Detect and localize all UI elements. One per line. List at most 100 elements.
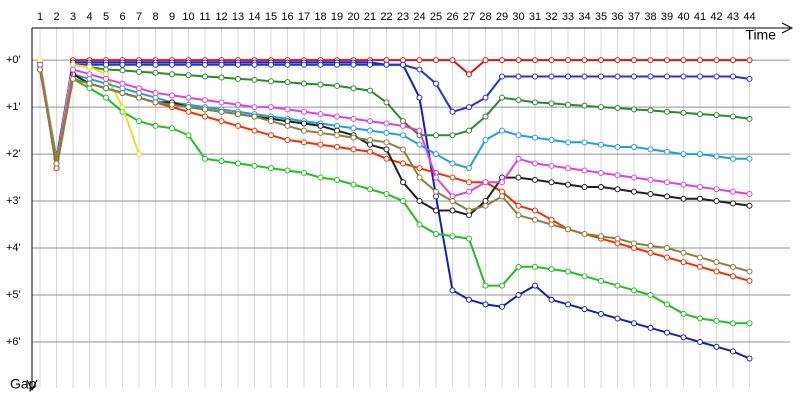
data-point <box>746 355 753 362</box>
data-point <box>565 226 571 233</box>
data-point <box>400 198 406 205</box>
data-point <box>70 75 76 82</box>
data-point <box>119 67 126 74</box>
data-point <box>680 181 687 188</box>
data-point <box>119 80 126 87</box>
data-point <box>647 191 654 198</box>
data-point <box>647 73 654 80</box>
y-tick-label: +5' <box>6 289 21 301</box>
data-point <box>466 104 472 111</box>
data-point <box>416 94 423 101</box>
data-point <box>367 186 373 193</box>
x-tick-label: 4 <box>86 11 92 23</box>
data-point <box>284 79 291 86</box>
data-point <box>697 195 703 202</box>
x-tick-label: 42 <box>710 11 722 23</box>
x-tick-label: 15 <box>265 11 277 23</box>
data-point <box>482 202 489 209</box>
data-point <box>400 122 406 129</box>
data-point <box>367 127 373 134</box>
x-tick-label: 14 <box>248 11 260 23</box>
x-tick-label: 41 <box>694 11 706 23</box>
data-point <box>119 89 126 96</box>
data-point <box>466 235 472 242</box>
data-point <box>449 108 456 115</box>
data-point <box>235 101 241 108</box>
data-point <box>317 61 324 68</box>
x-tick-label: 20 <box>347 11 359 23</box>
data-point <box>532 282 538 289</box>
data-point <box>598 183 604 190</box>
data-point <box>664 245 670 252</box>
data-point <box>565 181 571 188</box>
data-point <box>548 221 555 228</box>
data-point <box>598 141 604 148</box>
x-tick-label: 11 <box>199 11 210 23</box>
data-point <box>532 216 538 223</box>
data-point <box>581 167 588 174</box>
data-point <box>499 179 505 186</box>
data-point <box>581 273 588 280</box>
data-point <box>251 113 258 120</box>
data-point <box>746 75 753 82</box>
data-point <box>53 160 60 167</box>
data-point <box>565 301 571 308</box>
data-point <box>268 104 274 111</box>
data-point <box>680 249 687 256</box>
data-point <box>515 212 522 219</box>
data-point <box>152 69 159 76</box>
data-point <box>284 167 291 174</box>
data-point <box>400 61 406 68</box>
data-point <box>466 179 472 186</box>
x-tick-label: 28 <box>479 11 491 23</box>
data-point <box>383 129 390 136</box>
x-tick-label: 27 <box>463 11 475 23</box>
data-point <box>202 97 208 104</box>
data-point <box>449 207 456 214</box>
data-point <box>581 57 588 64</box>
data-point <box>416 165 423 172</box>
data-point <box>350 134 357 141</box>
data-point <box>499 73 505 80</box>
data-point <box>136 85 142 92</box>
data-point <box>697 339 703 346</box>
data-point <box>499 127 505 134</box>
data-point <box>664 57 670 64</box>
x-tick-label: 6 <box>119 11 125 23</box>
data-point <box>449 174 456 181</box>
data-point <box>202 106 208 113</box>
data-point <box>449 132 456 139</box>
data-point <box>185 61 192 68</box>
data-point <box>218 61 225 68</box>
data-point <box>614 282 621 289</box>
data-point <box>664 254 670 261</box>
data-point <box>301 127 307 134</box>
data-point <box>598 104 604 111</box>
data-point <box>86 80 93 87</box>
data-point <box>284 136 291 143</box>
data-point <box>680 259 687 266</box>
data-point <box>383 146 390 153</box>
y-axis-label: Gap <box>10 376 37 392</box>
data-point <box>532 99 538 106</box>
x-tick-label: 18 <box>314 11 326 23</box>
data-point <box>581 102 588 109</box>
data-point <box>746 155 753 162</box>
data-point <box>532 57 538 64</box>
data-point <box>730 57 736 64</box>
data-point <box>730 155 736 162</box>
data-point <box>647 176 654 183</box>
data-point <box>647 242 654 249</box>
x-tick-label: 7 <box>136 11 142 23</box>
data-point <box>713 198 720 205</box>
y-tick-label: +4' <box>6 242 21 254</box>
data-point <box>647 324 654 331</box>
data-point <box>515 202 522 209</box>
data-point <box>565 139 571 146</box>
data-point <box>713 268 720 275</box>
data-point <box>598 73 604 80</box>
data-point <box>268 78 274 85</box>
data-point <box>746 191 753 198</box>
data-point <box>367 118 373 125</box>
data-point <box>235 61 241 68</box>
